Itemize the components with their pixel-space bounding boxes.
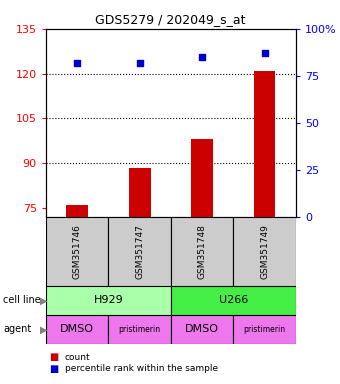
Bar	[66, 205, 88, 217]
Text: ▶: ▶	[40, 324, 48, 334]
Bar	[171, 217, 233, 286]
Bar	[46, 315, 108, 344]
Text: GSM351749: GSM351749	[260, 224, 269, 279]
Text: cell line: cell line	[3, 295, 41, 306]
Bar	[233, 315, 296, 344]
Text: pristimerin: pristimerin	[119, 325, 161, 334]
Text: pristimerin: pristimerin	[243, 325, 286, 334]
Bar	[233, 217, 296, 286]
Bar	[171, 286, 296, 315]
Bar	[108, 217, 171, 286]
Text: GSM351747: GSM351747	[135, 224, 144, 279]
Text: DMSO: DMSO	[185, 324, 219, 334]
Point	[199, 54, 205, 60]
Bar	[254, 71, 275, 217]
Text: agent: agent	[3, 324, 32, 334]
Point	[137, 60, 142, 66]
Bar	[46, 286, 171, 315]
Bar	[46, 217, 108, 286]
Bar	[108, 315, 171, 344]
Text: H929: H929	[94, 295, 123, 306]
Text: U266: U266	[219, 295, 248, 306]
Text: GDS5279 / 202049_s_at: GDS5279 / 202049_s_at	[95, 13, 245, 26]
Point	[262, 50, 267, 56]
Bar	[171, 315, 233, 344]
Point	[74, 60, 80, 66]
Bar	[129, 168, 151, 217]
Text: count: count	[65, 353, 90, 362]
Text: ■: ■	[49, 352, 58, 362]
Text: ▶: ▶	[40, 295, 48, 306]
Text: GSM351746: GSM351746	[73, 224, 82, 279]
Text: GSM351748: GSM351748	[198, 224, 207, 279]
Text: DMSO: DMSO	[60, 324, 94, 334]
Text: ■: ■	[49, 364, 58, 374]
Text: percentile rank within the sample: percentile rank within the sample	[65, 364, 218, 373]
Bar	[191, 139, 213, 217]
